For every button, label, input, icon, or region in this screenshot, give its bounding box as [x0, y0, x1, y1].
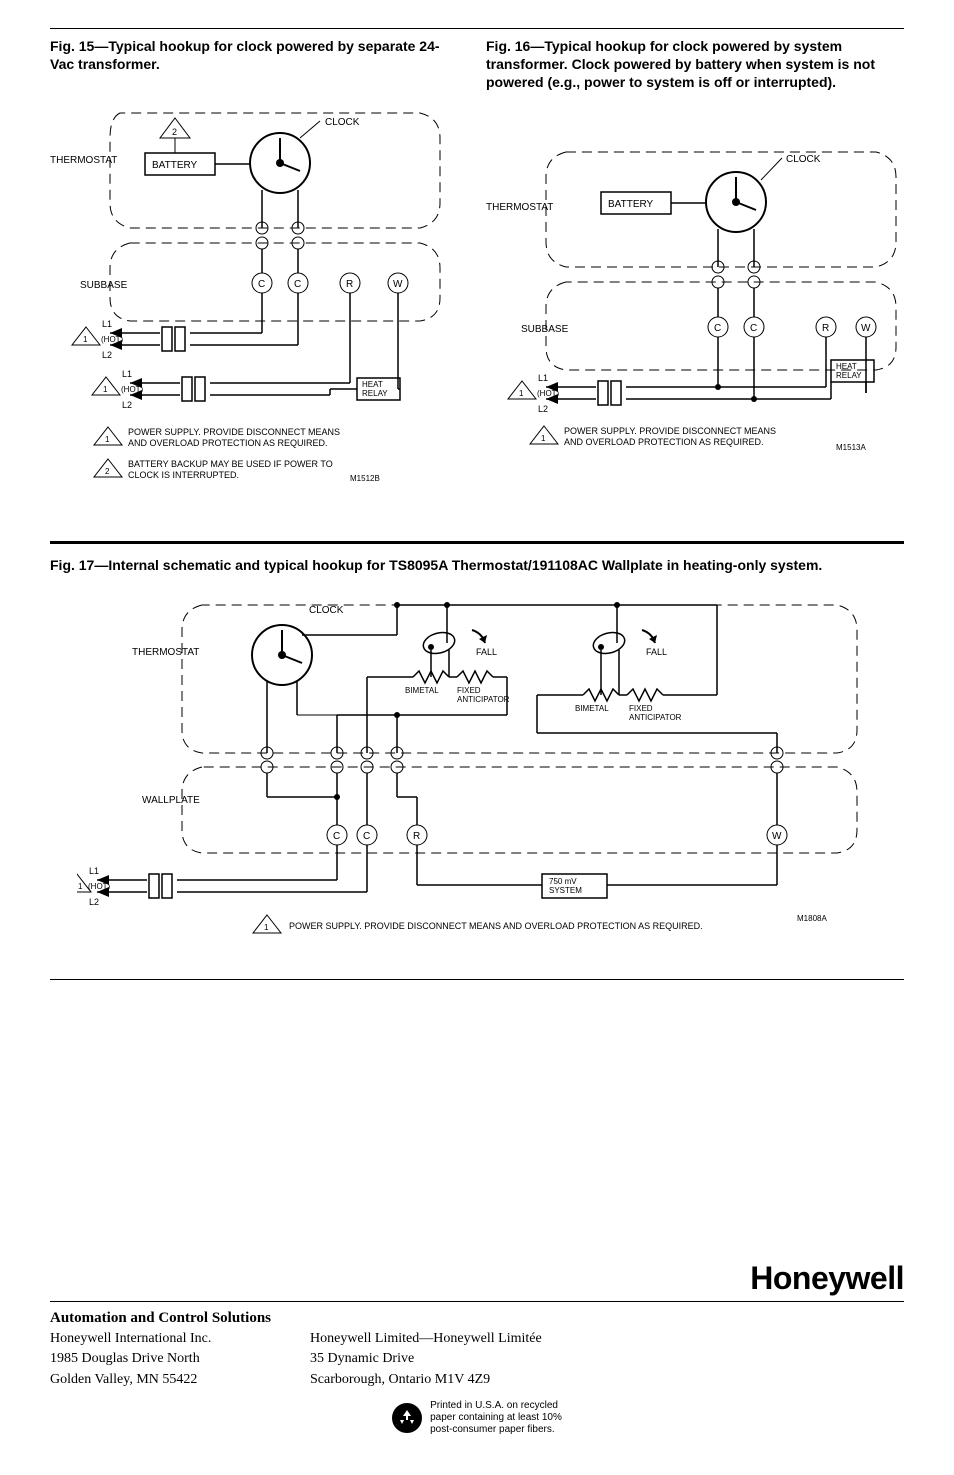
fig15-subbase-label: SUBBASE [80, 280, 128, 291]
svg-text:BIMETAL: BIMETAL [405, 686, 439, 695]
svg-text:750 mV: 750 mV [549, 877, 577, 886]
svg-text:C: C [714, 323, 721, 334]
svg-text:(HOT): (HOT) [88, 882, 111, 891]
addr2-l1: Honeywell Limited—Honeywell Limitée [310, 1329, 542, 1349]
svg-text:1: 1 [519, 389, 524, 398]
svg-text:1: 1 [541, 434, 546, 443]
fig16-diagram: CLOCK BATTERY THERMOSTAT SUBBASE C C R W [486, 102, 906, 502]
fig17-thermostat-label: THERMOSTAT [132, 647, 199, 658]
svg-text:1: 1 [83, 335, 88, 344]
svg-text:L1: L1 [102, 319, 112, 329]
fig15-thermostat-label: THERMOSTAT [50, 155, 117, 166]
fig16-battery-label: BATTERY [608, 199, 654, 210]
svg-text:(HOT): (HOT) [121, 385, 144, 394]
footer-columns: Honeywell International Inc. 1985 Dougla… [50, 1329, 904, 1390]
svg-text:1: 1 [264, 923, 269, 932]
fig16-code: M1513A [836, 443, 866, 452]
footer: Honeywell Automation and Control Solutio… [50, 1260, 904, 1436]
recycle-icon [392, 1403, 422, 1433]
footer-rule [50, 1301, 904, 1302]
svg-text:W: W [861, 323, 871, 334]
svg-text:AND OVERLOAD PROTECTION AS REQ: AND OVERLOAD PROTECTION AS REQUIRED. [564, 437, 764, 447]
footer-addr2: Honeywell Limited—Honeywell Limitée 35 D… [310, 1329, 542, 1390]
svg-text:L1: L1 [89, 866, 99, 876]
svg-text:CLOCK IS INTERRUPTED.: CLOCK IS INTERRUPTED. [128, 470, 239, 480]
svg-text:2: 2 [105, 467, 110, 476]
svg-text:RELAY: RELAY [362, 389, 388, 398]
svg-text:RELAY: RELAY [836, 371, 862, 380]
fig16-title: Fig. 16—Typical hookup for clock powered… [486, 37, 906, 92]
addr2-l2: 35 Dynamic Drive [310, 1349, 542, 1369]
addr1-l3: Golden Valley, MN 55422 [50, 1370, 310, 1390]
bottom-rule [50, 979, 904, 980]
svg-text:C: C [294, 279, 301, 290]
svg-text:W: W [393, 279, 403, 290]
svg-text:L2: L2 [102, 350, 112, 360]
recycled-l1: Printed in U.S.A. on recycled [430, 1400, 562, 1412]
svg-text:POWER SUPPLY. PROVIDE DISCONN: POWER SUPPLY. PROVIDE DISCONNECT MEANS [128, 427, 340, 437]
mid-rule [50, 541, 904, 544]
fig17-code: M1808A [797, 914, 827, 923]
svg-text:FIXED: FIXED [457, 686, 481, 695]
fig16-subbase-label: SUBBASE [521, 324, 569, 335]
svg-text:HEAT: HEAT [836, 362, 857, 371]
svg-text:HEAT: HEAT [362, 380, 383, 389]
footer-heading: Automation and Control Solutions [50, 1310, 904, 1327]
recycled-text: Printed in U.S.A. on recycled paper cont… [430, 1400, 562, 1436]
svg-text:R: R [822, 323, 829, 334]
fig15-column: Fig. 15—Typical hookup for clock powered… [50, 37, 450, 523]
fig15-code: M1512B [350, 474, 380, 483]
addr1-l2: 1985 Douglas Drive North [50, 1349, 310, 1369]
svg-text:1: 1 [103, 385, 108, 394]
footer-addr1: Honeywell International Inc. 1985 Dougla… [50, 1329, 310, 1390]
svg-text:L1: L1 [122, 369, 132, 379]
top-figure-row: Fig. 15—Typical hookup for clock powered… [50, 37, 904, 523]
svg-text:BIMETAL: BIMETAL [575, 704, 609, 713]
recycled-l3: post-consumer paper fibers. [430, 1424, 562, 1436]
fig17-wallplate-label: WALLPLATE [142, 795, 200, 806]
fig15-clock-label: CLOCK [325, 117, 360, 128]
svg-text:1: 1 [105, 435, 110, 444]
fig16-clock-label: CLOCK [786, 154, 821, 165]
svg-text:FALL: FALL [476, 647, 497, 657]
fig15-battery-label: BATTERY [152, 160, 198, 171]
svg-text:L2: L2 [538, 404, 548, 414]
fig15-triangle-2-icon: 2 [172, 127, 177, 137]
svg-text:CLOCK: CLOCK [309, 605, 344, 616]
svg-text:L2: L2 [122, 400, 132, 410]
svg-text:C: C [333, 831, 340, 842]
addr2-l3: Scarborough, Ontario M1V 4Z9 [310, 1370, 542, 1390]
svg-text:(HOT): (HOT) [101, 335, 124, 344]
page-top-rule [50, 28, 904, 29]
svg-text:AND OVERLOAD PROTECTION AS REQ: AND OVERLOAD PROTECTION AS REQUIRED. [128, 438, 328, 448]
recycled-l2: paper containing at least 10% [430, 1412, 562, 1424]
svg-text:FIXED: FIXED [629, 704, 653, 713]
svg-text:W: W [772, 831, 782, 842]
svg-text:1: 1 [78, 882, 83, 891]
svg-text:POWER SUPPLY. PROVIDE DISCONN: POWER SUPPLY. PROVIDE DISCONNECT MEANS [564, 426, 776, 436]
fig16-column: Fig. 16—Typical hookup for clock powered… [486, 37, 906, 523]
svg-text:ANTICIPATOR: ANTICIPATOR [629, 713, 682, 722]
svg-text:L2: L2 [89, 897, 99, 907]
svg-text:ANTICIPATOR: ANTICIPATOR [457, 695, 510, 704]
svg-text:C: C [363, 831, 370, 842]
fig16-thermostat-label: THERMOSTAT [486, 202, 553, 213]
fig15-diagram: CLOCK BATTERY 2 THERMOSTAT SUBBASE [50, 83, 450, 523]
addr1-l1: Honeywell International Inc. [50, 1329, 310, 1349]
fig17-title: Fig. 17—Internal schematic and typical h… [50, 556, 904, 574]
svg-text:SYSTEM: SYSTEM [549, 886, 582, 895]
svg-text:R: R [346, 279, 353, 290]
svg-text:L1: L1 [538, 373, 548, 383]
svg-text:C: C [258, 279, 265, 290]
svg-text:POWER SUPPLY. PROVIDE DISCONN: POWER SUPPLY. PROVIDE DISCONNECT MEANS A… [289, 921, 703, 931]
svg-text:C: C [750, 323, 757, 334]
brand-logo: Honeywell [50, 1260, 904, 1297]
svg-text:BATTERY BACKUP MAY BE USED IF: BATTERY BACKUP MAY BE USED IF POWER TO [128, 459, 333, 469]
fig15-title: Fig. 15—Typical hookup for clock powered… [50, 37, 450, 73]
svg-text:R: R [413, 831, 420, 842]
svg-text:(HOT): (HOT) [537, 389, 560, 398]
fig17-diagram: CLOCK THERMOSTAT FALL BIMETAL FIXED ANTI… [50, 585, 904, 965]
recycled-notice: Printed in U.S.A. on recycled paper cont… [50, 1400, 904, 1436]
svg-text:FALL: FALL [646, 647, 667, 657]
